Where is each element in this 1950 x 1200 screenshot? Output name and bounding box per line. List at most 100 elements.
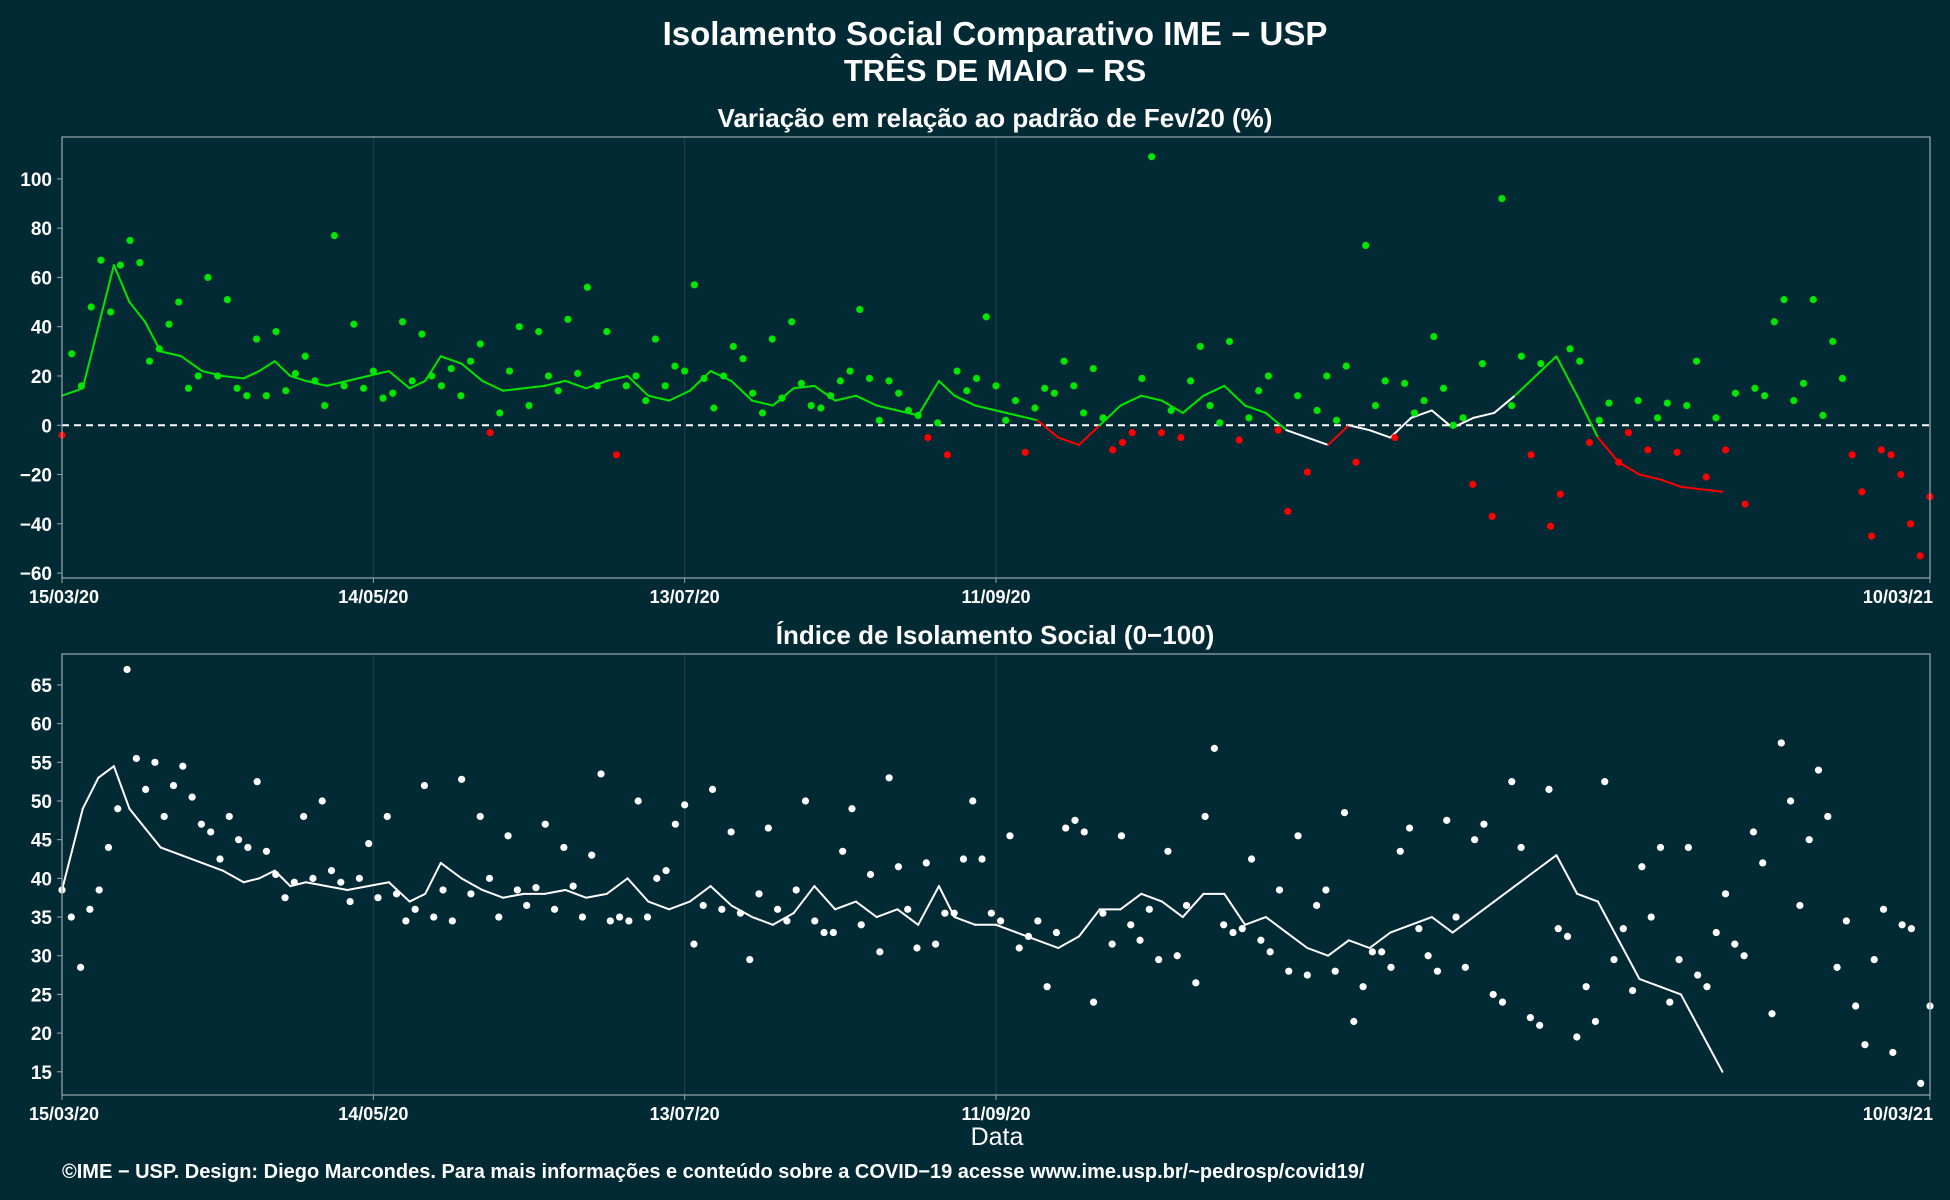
data-point [632,372,640,380]
data-point [797,379,806,387]
y-tick-label: −40 [20,515,52,536]
trend-segment [1679,485,1703,491]
data-point [369,367,377,375]
y-tick-label: 20 [31,1024,52,1045]
data-point [1011,397,1020,405]
trend-segment [626,877,650,903]
y-tick-label: −20 [20,466,52,487]
data-point [1148,153,1156,161]
trend-segment [180,355,204,373]
y-tick-label: 30 [31,947,52,968]
trend-segment [1140,892,1164,903]
data-point [214,372,222,380]
data-point [1508,778,1516,786]
data-point [894,863,903,871]
data-point [736,909,745,917]
data-point [1819,411,1827,419]
data-point [1906,520,1915,528]
data-point [87,303,95,311]
trend-segment [953,394,977,407]
data-point [1582,983,1590,991]
data-point [476,812,484,821]
data-point [1684,843,1692,852]
trend-segment [875,908,899,919]
data-point [612,451,621,459]
trend-segment [1202,384,1226,397]
trend-segment [813,885,837,911]
trend-segment [346,374,370,382]
data-point [622,382,630,390]
data-point [1117,832,1126,840]
data-point [653,874,661,882]
trend-segment [61,387,84,397]
data-point [642,397,650,405]
trend-segment [1617,939,1641,980]
data-point [1703,983,1711,991]
data-point [550,905,559,913]
data-point [1285,967,1293,975]
trend-segment [1015,414,1039,422]
data-point [1459,414,1467,422]
data-point [1673,448,1681,456]
data-point [1201,812,1209,821]
data-point [1062,824,1070,832]
data-point [1294,832,1302,840]
trend-segment [1700,1032,1724,1073]
data-point [1634,397,1642,405]
data-point [355,874,363,882]
trend-segment [688,370,712,392]
data-point [1089,998,1098,1006]
trend-segment [1347,939,1371,949]
data-point [1653,414,1662,422]
data-point [365,839,373,848]
data-point [982,313,990,321]
data-point [1430,332,1438,341]
trend-segment [128,807,147,830]
data-point [327,867,336,875]
data-point [188,793,196,801]
trend-segment [688,885,712,903]
data-point [848,805,856,813]
trend-segment [1285,429,1309,439]
data-point [136,259,144,267]
trend-segment [1306,947,1330,957]
data-point [1108,940,1116,948]
y-tick-label: 35 [31,908,53,929]
data-point [535,328,543,336]
x-tick-label: 13/07/20 [650,1104,720,1124]
trend-segment [543,888,567,895]
data-point [606,917,614,925]
x-tick-label: 10/03/21 [1863,1104,1933,1124]
data-point [1350,1017,1358,1026]
data-point [1216,419,1224,427]
data-point [801,797,810,805]
data-point [1790,397,1798,405]
data-point [1508,401,1516,410]
trend-segment [730,379,754,402]
trend-segment [564,379,588,390]
data-point [504,832,512,840]
trend-segment [1036,939,1060,949]
trend-segment [995,923,1018,934]
data-point [578,913,587,921]
data-point [1595,416,1603,424]
data-point [1692,357,1701,365]
data-point [495,913,503,921]
data-point [1371,401,1380,410]
trend-segment [709,885,733,907]
data-point [291,369,300,378]
trend-segment [896,908,920,926]
data-point [1342,362,1350,370]
trend-segment [439,355,463,365]
data-point [1238,925,1246,933]
trend-segment [1659,478,1682,488]
trend-segment [834,394,857,402]
data-point [1034,917,1042,925]
data-point [1247,855,1256,863]
data-point [1712,928,1720,937]
data-point [671,362,679,370]
y-tick-label: 40 [31,318,52,339]
data-point [541,820,549,828]
y-tick-label: 45 [31,831,53,852]
data-point [132,754,140,763]
